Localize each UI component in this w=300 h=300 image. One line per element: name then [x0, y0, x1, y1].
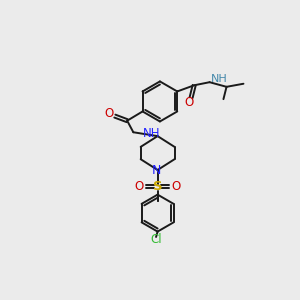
Text: NH: NH — [142, 127, 160, 140]
Text: O: O — [105, 107, 114, 120]
Text: O: O — [184, 97, 194, 110]
Text: O: O — [172, 180, 181, 194]
Text: N: N — [152, 164, 161, 177]
Text: NH: NH — [211, 74, 228, 84]
Text: S: S — [153, 180, 162, 194]
Text: O: O — [134, 180, 144, 194]
Text: Cl: Cl — [150, 233, 162, 246]
